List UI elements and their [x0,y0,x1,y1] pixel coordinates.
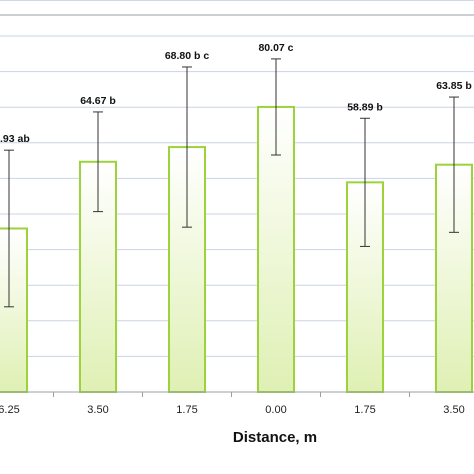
x-tick-label: 1.75 [176,404,197,416]
x-tick-label: 3.50 [443,404,464,416]
x-axis-title: Distance, m [233,429,317,446]
error-bar [271,58,281,156]
x-tick-label: 1.75 [354,404,375,416]
data-label: 64.67 b [80,95,116,107]
gridlines [0,0,474,357]
bar [0,227,28,393]
x-tick-labels: 6.25 3.50 1.75 0.00 1.75 3.50 [0,404,465,416]
error-bar [182,66,192,228]
error-bar [360,117,370,247]
data-labels: 45.93 ab 64.67 b 68.80 b c 80.07 c 58.89 b 63… [0,42,472,145]
axes [0,391,474,397]
data-label: 80.07 c [258,42,293,54]
data-label: 63.85 b [436,80,472,92]
x-tick-label: 0.00 [265,404,286,416]
error-bar [4,149,14,308]
x-tick-label: 6.25 [0,404,20,416]
error-bar [449,96,459,233]
x-tick-label: 3.50 [87,404,108,416]
data-label: 68.80 b c [165,50,210,62]
data-label: 45.93 ab [0,133,30,145]
data-label: 58.89 b [347,101,383,113]
error-bar [93,111,103,213]
error-bars [4,58,459,308]
